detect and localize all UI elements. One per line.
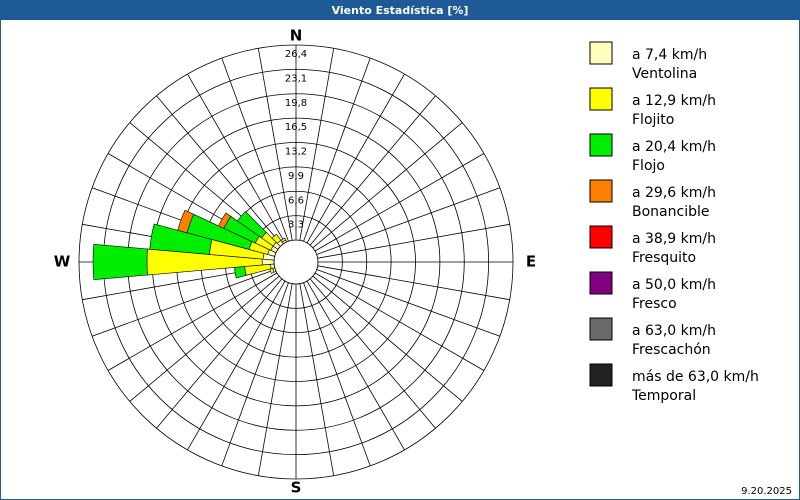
legend-swatch: [589, 87, 613, 111]
wind-sector: [237, 211, 267, 239]
ring-label: 26,4: [285, 49, 307, 60]
legend-label: más de 63,0 km/h: [632, 369, 759, 385]
ring-label: 19,8: [285, 98, 307, 109]
legend-class: Frescachón: [632, 342, 711, 358]
legend-class: Flojito: [632, 112, 674, 128]
legend-swatch: [589, 271, 613, 295]
ring-label: 3,3: [288, 220, 304, 231]
ring: [78, 44, 514, 480]
legend-class: Fresco: [632, 296, 677, 312]
wind-sector: [280, 237, 287, 243]
compass-label: N: [290, 27, 303, 45]
legend-label: a 63,0 km/h: [632, 323, 716, 339]
ring-label: 9,9: [288, 171, 304, 182]
ring-label: 16,5: [285, 122, 307, 133]
wind-sector: [218, 212, 232, 229]
legend-class: Bonancible: [632, 204, 709, 220]
compass-label: E: [526, 253, 536, 271]
legend-swatch: [589, 41, 613, 65]
legend-class: Fresquito: [632, 250, 696, 266]
legend-label: a 20,4 km/h: [632, 139, 716, 155]
legend-swatch: [589, 179, 613, 203]
legend-label: a 7,4 km/h: [632, 47, 707, 63]
legend-swatch: [589, 317, 613, 341]
legend-label: a 38,9 km/h: [632, 231, 716, 247]
ring-label: 23,1: [285, 73, 307, 84]
ring-label: 13,2: [285, 147, 307, 158]
date: 9.20.2025: [741, 486, 792, 497]
legend-swatch: [589, 133, 613, 157]
title-bar: [0, 0, 800, 20]
ring-label: 6,6: [288, 195, 304, 206]
legend-label: a 12,9 km/h: [632, 93, 716, 109]
legend-label: a 29,6 km/h: [632, 185, 716, 201]
title: Viento Estadística [%]: [332, 4, 469, 17]
legend-class: Flojo: [632, 158, 665, 174]
legend-label: a 50,0 km/h: [632, 277, 716, 293]
legend-swatch: [589, 225, 613, 249]
inner-circle: [273, 239, 319, 285]
wind-sector: [92, 243, 148, 281]
legend-swatch: [589, 363, 613, 387]
wind-sector: [149, 223, 213, 255]
wind-sector: [177, 209, 195, 234]
legend-class: Ventolina: [632, 66, 697, 82]
compass-label: S: [291, 479, 302, 497]
legend-class: Temporal: [631, 388, 696, 404]
wind-sector: [271, 233, 282, 244]
compass-label: W: [54, 253, 71, 271]
